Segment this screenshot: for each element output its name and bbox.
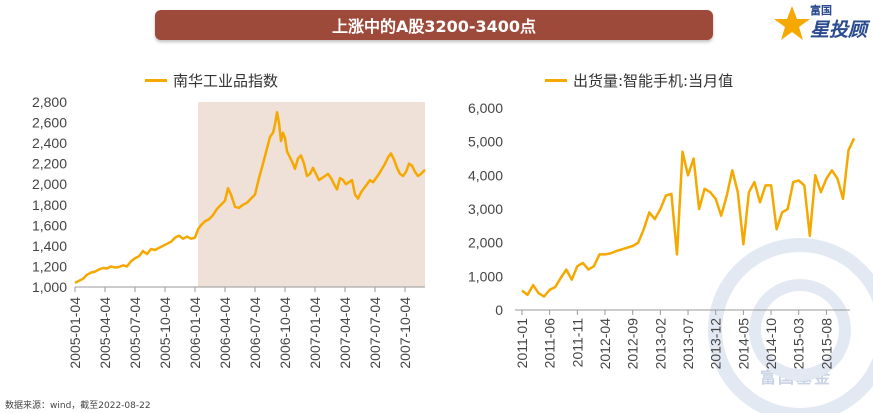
y-tick-label: 3,000 <box>468 201 503 217</box>
right-chart: 0 1,000 2,000 3,000 4,000 5,000 6,000 2011-01 20… <box>468 100 856 370</box>
x-tick-label: 2006-10-04 <box>277 297 293 369</box>
logo-small-text: 富国 <box>810 4 832 17</box>
x-tick-label: 2006-07-04 <box>247 297 263 369</box>
x-tick-label: 2005-10-04 <box>157 297 173 369</box>
legend-swatch <box>145 79 167 82</box>
brand-logo: 富国 星投顾 <box>772 2 868 42</box>
y-tick-label: 1,600 <box>32 217 67 233</box>
x-tick-label: 2014-05 <box>735 318 751 370</box>
x-tick-label: 2015-08 <box>818 318 834 370</box>
y-tick-label: 2,600 <box>32 115 67 131</box>
y-tick-label: 2,000 <box>32 176 67 192</box>
x-tick-label: 2005-01-04 <box>67 297 83 369</box>
y-tick-label: 5,000 <box>468 134 503 150</box>
title-banner: 上涨中的A股3200-3400点 <box>155 10 713 40</box>
x-tick-label: 2014-10 <box>763 318 779 370</box>
y-tick-label: 0 <box>495 302 503 318</box>
y-tick-label: 2,400 <box>32 135 67 151</box>
star-icon <box>774 6 810 40</box>
x-tick-label: 2006-04-04 <box>217 297 233 369</box>
y-tick-label: 1,000 <box>468 268 503 284</box>
x-tick-label: 2012-09 <box>625 318 641 370</box>
legend-swatch <box>545 79 567 82</box>
x-tick-label: 2011-11 <box>569 318 585 368</box>
y-tick-label: 6,000 <box>468 100 503 116</box>
x-tick-label: 2005-07-04 <box>127 297 143 369</box>
y-tick-label: 2,800 <box>32 94 67 110</box>
left-chart: 1,000 1,200 1,400 1,600 1,800 2,000 2,200 2,400… <box>32 94 426 369</box>
source-note: 数据来源：wind，截至2022-08-22 <box>5 401 151 411</box>
x-tick-label: 2007-04-04 <box>337 297 353 369</box>
watermark-logo <box>708 238 873 413</box>
y-tick-label: 2,200 <box>32 156 67 172</box>
right-chart-legend: 出货量:智能手机:当月值 <box>545 70 733 91</box>
y-tick-label: 1,800 <box>32 197 67 213</box>
x-tick-label: 2013-07 <box>680 318 696 370</box>
series-line <box>521 137 856 298</box>
x-tick-label: 2007-10-04 <box>397 297 413 369</box>
x-tick-label: 2006-01-04 <box>187 297 203 369</box>
y-tick-label: 2,000 <box>468 235 503 251</box>
left-chart-legend: 南华工业品指数 <box>145 70 278 91</box>
x-tick-label: 2015-03 <box>791 318 807 370</box>
series-line <box>74 111 426 285</box>
x-tick-label: 2012-04 <box>597 318 613 370</box>
x-tick-label: 2005-04-04 <box>97 297 113 369</box>
logo-big-text: 星投顾 <box>810 19 868 41</box>
legend-label: 南华工业品指数 <box>173 72 279 90</box>
x-tick-label: 2007-01-04 <box>307 297 323 369</box>
legend-label: 出货量:智能手机:当月值 <box>573 72 734 90</box>
y-tick-label: 1,000 <box>32 279 67 295</box>
y-tick-label: 1,200 <box>32 258 67 274</box>
y-tick-label: 1,400 <box>32 238 67 254</box>
x-tick-label: 2013-02 <box>652 318 668 370</box>
x-tick-label: 2007-07-04 <box>367 297 383 369</box>
y-tick-label: 4,000 <box>468 167 503 183</box>
watermark-ring <box>708 238 873 413</box>
x-tick-label: 2011-06 <box>542 318 558 369</box>
x-tick-label: 2011-01 <box>514 318 530 369</box>
highlight-region <box>198 102 425 287</box>
watermark-ring-inner <box>749 279 851 381</box>
banner-title: 上涨中的A股3200-3400点 <box>331 17 537 36</box>
x-tick-label: 2013-12 <box>708 318 724 370</box>
